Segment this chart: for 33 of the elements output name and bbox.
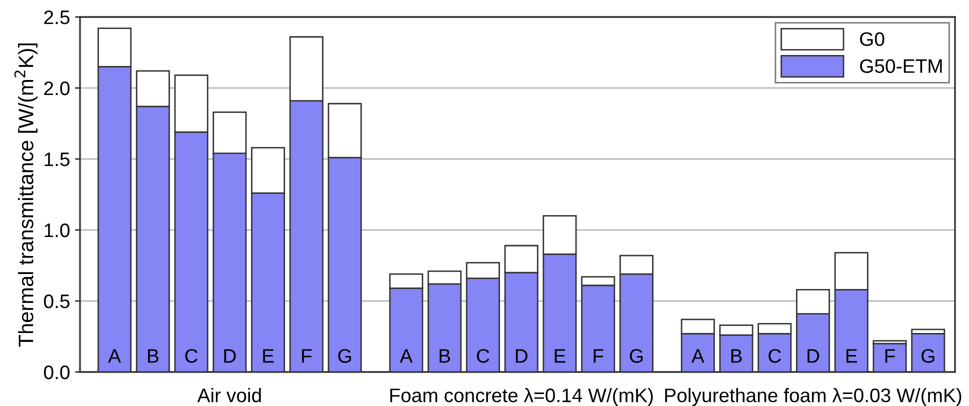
y-tick-label: 0.0 — [44, 365, 70, 380]
legend-label: G0 — [860, 32, 884, 46]
x-tick-label: C — [768, 349, 781, 363]
y-tick-label: 0.5 — [44, 294, 70, 308]
x-tick-label: E — [554, 349, 566, 363]
x-tick-label: C — [185, 349, 198, 363]
x-tick-label: B — [440, 349, 450, 363]
x-tick-label: F — [594, 349, 604, 363]
x-tick-label: E — [263, 349, 274, 363]
x-tick-label: A — [691, 349, 704, 363]
x-tick-label: G — [922, 349, 934, 363]
x-tick-label: A — [108, 349, 121, 363]
text: Foam concrete λ=0.14 W/(mK) — [390, 388, 653, 406]
y-tick-label: 2.0 — [44, 81, 70, 96]
x-tick-label: D — [516, 349, 528, 363]
y-tick-label: 2.5 — [44, 10, 70, 24]
x-tick-label: G — [630, 349, 643, 363]
x-tick-label: F — [885, 349, 895, 363]
y-tick-label: 1.5 — [44, 152, 70, 166]
text: Polyurethane foam λ=0.03 W/(mK) — [665, 388, 962, 406]
x-tick-label: D — [808, 349, 820, 363]
x-tick-label: D — [224, 349, 236, 363]
y-tick-label: 1.0 — [44, 223, 70, 238]
x-tick-label: F — [302, 349, 312, 363]
x-tick-label: A — [400, 349, 413, 363]
x-tick-label: C — [476, 349, 490, 363]
x-tick-label: E — [846, 349, 858, 363]
y-axis-title: Thermal transmittance [W/(m$^{2}$K)] — [14, 43, 38, 347]
x-tick-label: B — [731, 349, 742, 363]
x-tick-label: B — [148, 349, 158, 363]
legend-label: G50-ETM — [860, 59, 942, 73]
x-tick-label: G — [338, 349, 351, 363]
text: Air void — [197, 388, 261, 402]
